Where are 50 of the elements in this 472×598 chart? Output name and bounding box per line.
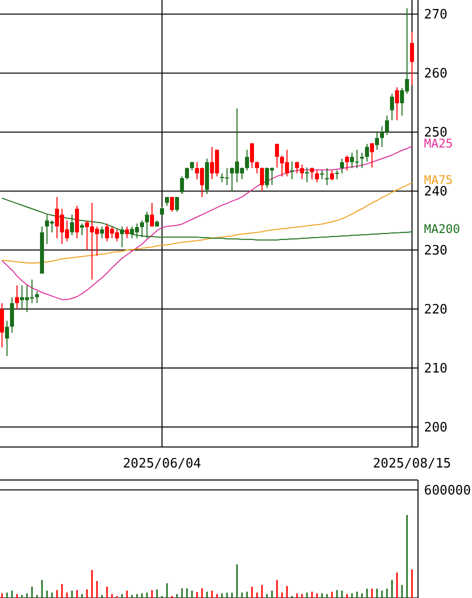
candlestick (250, 142, 254, 169)
y-tick-label: 270 (424, 8, 448, 23)
y-tick-label: 600000 (424, 483, 471, 498)
candlestick (185, 166, 189, 180)
candlestick (170, 196, 174, 212)
candlestick (410, 31, 414, 86)
candlestick (245, 149, 249, 171)
candlestick (300, 164, 304, 180)
candlestick (150, 202, 154, 227)
candlestick (125, 226, 129, 239)
candlestick (310, 166, 314, 180)
candlestick (15, 284, 19, 310)
candlestick (275, 143, 279, 168)
candlestick (365, 143, 369, 162)
y-tick-label: 200 (424, 420, 448, 436)
candlestick (345, 155, 349, 171)
candlestick (180, 176, 184, 195)
candlestick (370, 142, 374, 168)
line-series (2, 182, 412, 264)
y-tick-label: 230 (424, 244, 448, 259)
candlestick (325, 168, 329, 186)
y-tick-label: 210 (424, 362, 448, 377)
series-label: MA200 (424, 222, 460, 236)
candlestick (395, 86, 399, 121)
y-tick-label: 240 (424, 184, 448, 200)
candlestick (260, 166, 264, 192)
y-tick-label: 220 (424, 302, 448, 318)
candlestick (0, 302, 4, 348)
y-tick-label: 260 (424, 66, 448, 82)
candlestick (75, 205, 79, 239)
candlestick (390, 93, 394, 121)
candlestick (305, 166, 309, 183)
candlestick (5, 320, 9, 357)
candlestick (10, 296, 14, 334)
candlestick (330, 170, 334, 181)
series-label: MA25 (424, 136, 453, 150)
candlestick (340, 158, 344, 174)
x-tick-label: 2025/06/04 (122, 456, 202, 472)
candlestick (295, 161, 299, 174)
x-tick-label: 2025/08/15 (372, 456, 452, 472)
candlestick (315, 170, 319, 183)
candlestick (375, 132, 379, 150)
candlestick (385, 115, 389, 136)
candlestick (255, 161, 259, 174)
line-series (2, 146, 412, 300)
candlestick (100, 226, 104, 239)
candlestick (140, 220, 144, 238)
candlestick (175, 196, 179, 212)
candlestick (70, 214, 74, 236)
candlestick (380, 126, 384, 148)
